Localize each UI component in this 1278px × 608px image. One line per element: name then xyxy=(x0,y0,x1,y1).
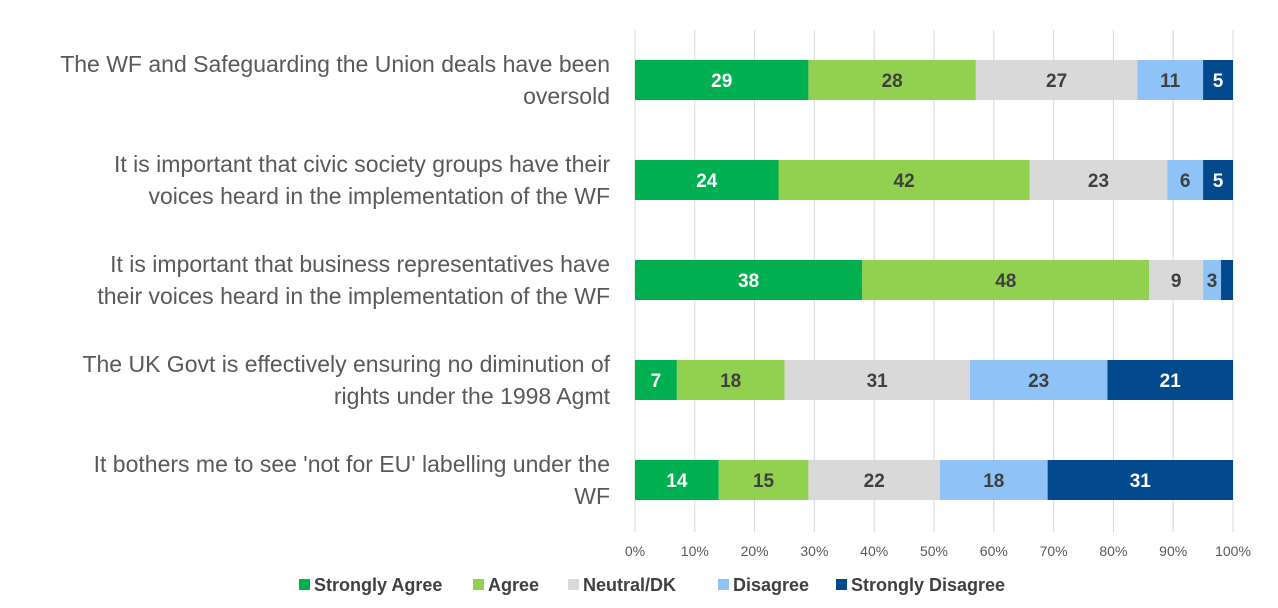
x-axis-ticks: 0% 10% 20% 30% 40% 50% 60% 70% 80% 90% 100% xyxy=(625,543,1251,559)
bar-segment xyxy=(1167,160,1204,200)
legend-label: Strongly Agree xyxy=(314,575,442,595)
x-tick-label: 90% xyxy=(1159,543,1187,559)
bar-data-label: 23 xyxy=(1088,171,1109,192)
x-tick-label: 40% xyxy=(860,543,888,559)
bar-segment xyxy=(1029,160,1168,200)
legend-swatch xyxy=(718,579,729,590)
category-label: WF xyxy=(574,483,610,509)
x-tick-label: 30% xyxy=(800,543,828,559)
bar-data-label: 38 xyxy=(738,271,759,292)
bar-segment xyxy=(975,60,1138,100)
category-label: It is important that civic society group… xyxy=(114,151,610,177)
bar-data-label: 27 xyxy=(1046,71,1067,92)
bar-segment xyxy=(808,460,940,500)
category-label: rights under the 1998 Agmt xyxy=(334,383,611,409)
bar-segment xyxy=(1137,60,1204,100)
bar-data-label: 22 xyxy=(864,471,885,492)
x-tick-label: 10% xyxy=(681,543,709,559)
bar-data-label: 5 xyxy=(1213,71,1224,92)
category-label: their voices heard in the implementation… xyxy=(97,283,610,309)
bar-data-label: 14 xyxy=(666,471,688,492)
bar-data-label: 31 xyxy=(867,371,889,392)
bar-segment xyxy=(676,360,785,400)
bar-data-label: 18 xyxy=(720,371,741,392)
legend-swatch xyxy=(568,579,579,590)
category-label: It bothers me to see 'not for EU' labell… xyxy=(94,451,610,477)
bar-data-label: 11 xyxy=(1160,71,1181,92)
bar-segment xyxy=(1221,260,1233,300)
bar-segment xyxy=(808,60,976,100)
legend-swatch xyxy=(473,579,484,590)
category-label: It is important that business representa… xyxy=(110,251,610,277)
category-labels: The WF and Safeguarding the Union deals … xyxy=(60,51,610,509)
bar-segment xyxy=(784,360,970,400)
bar-data-label: 28 xyxy=(882,71,903,92)
bar-data-label: 31 xyxy=(1130,471,1152,492)
bar-data-label: 3 xyxy=(1207,271,1218,292)
bar-data-label: 9 xyxy=(1171,271,1182,292)
bar-segment xyxy=(718,460,809,500)
bar-segment xyxy=(635,460,719,500)
bar-segment xyxy=(635,60,809,100)
category-label: The WF and Safeguarding the Union deals … xyxy=(60,51,610,77)
legend-label: Disagree xyxy=(733,575,809,595)
bar-segment xyxy=(1203,260,1222,300)
bar-segment xyxy=(1203,160,1233,200)
bar-data-label: 48 xyxy=(995,271,1016,292)
bar-segment xyxy=(635,160,779,200)
bar-data-label: 15 xyxy=(753,471,775,492)
category-label: The UK Govt is effectively ensuring no d… xyxy=(82,351,610,377)
bar-segment xyxy=(1203,60,1233,100)
bars-group xyxy=(635,60,1233,500)
bar-data-label: 7 xyxy=(651,371,662,392)
x-tick-label: 70% xyxy=(1040,543,1068,559)
x-tick-label: 50% xyxy=(920,543,948,559)
x-tick-label: 80% xyxy=(1099,543,1127,559)
bar-segment xyxy=(969,360,1108,400)
legend-label: Agree xyxy=(488,575,539,595)
bar-data-label: 23 xyxy=(1028,371,1049,392)
bar-data-label: 24 xyxy=(696,171,718,192)
bar-data-label: 6 xyxy=(1180,171,1191,192)
legend-label: Strongly Disagree xyxy=(851,575,1005,595)
bar-data-label: 42 xyxy=(894,171,915,192)
bar-data-label: 18 xyxy=(983,471,1004,492)
bar-segment xyxy=(635,260,863,300)
x-tick-label: 0% xyxy=(625,543,645,559)
legend-swatch xyxy=(299,579,310,590)
bar-segment xyxy=(1149,260,1204,300)
x-tick-label: 60% xyxy=(980,543,1008,559)
bar-data-label: 29 xyxy=(711,71,732,92)
legend-swatch xyxy=(836,579,847,590)
category-label: oversold xyxy=(523,83,610,109)
x-tick-label: 20% xyxy=(741,543,769,559)
x-tick-label: 100% xyxy=(1215,543,1251,559)
bar-data-label: 5 xyxy=(1213,171,1224,192)
category-label: voices heard in the implementation of th… xyxy=(148,183,610,209)
bar-segment xyxy=(1107,360,1233,400)
legend: Strongly Agree Agree Neutral/DK Disagree Str… xyxy=(299,575,1005,595)
legend-label: Neutral/DK xyxy=(583,575,676,595)
bar-segment xyxy=(635,360,677,400)
bar-data-label: 21 xyxy=(1160,371,1182,392)
bar-segment xyxy=(862,260,1150,300)
bar-labels-group: 29 28 27 11 5 24 42 23 6 5 38 48 9 3 7 18 31 23 21 14 15 22 18… xyxy=(651,71,1224,492)
bar-segment xyxy=(1047,460,1233,500)
bar-segment xyxy=(778,160,1030,200)
bar-segment xyxy=(939,460,1048,500)
